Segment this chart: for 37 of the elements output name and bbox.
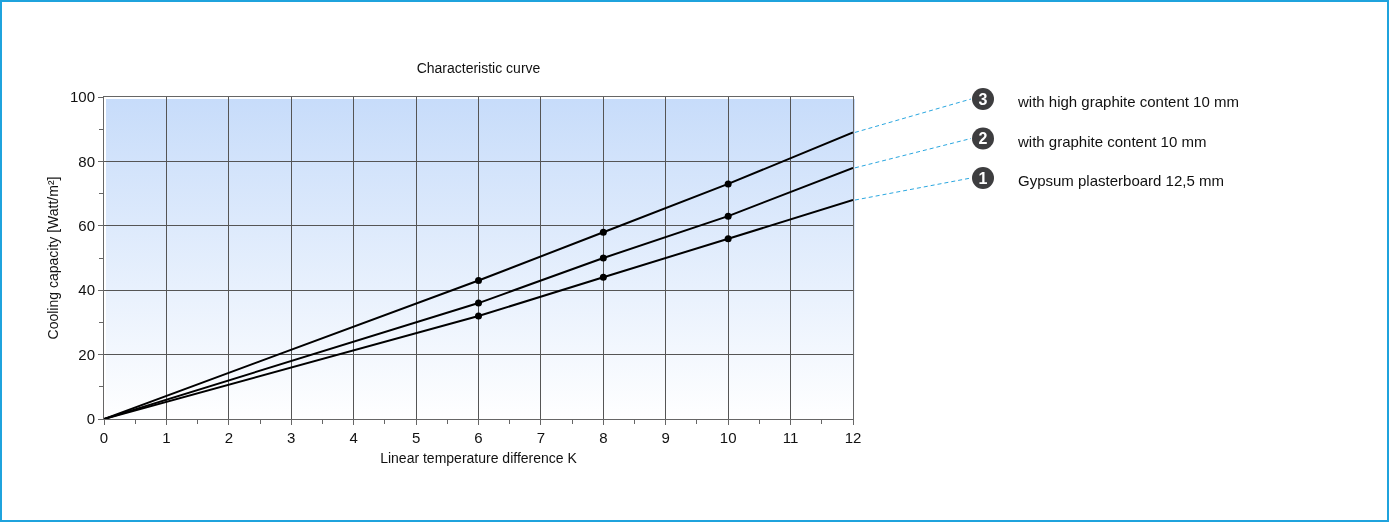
chart-title: Characteristic curve	[416, 59, 541, 76]
y-tick-label: 20	[78, 345, 95, 363]
y-tick-label: 0	[86, 410, 95, 428]
x-tick-label: 11	[782, 429, 799, 446]
point	[475, 299, 482, 307]
y-tick-label: 80	[78, 152, 95, 170]
point	[475, 277, 482, 285]
point	[724, 212, 732, 220]
y-axis-title: Cooling capacity [Watt/m²]	[44, 176, 61, 340]
x-axis-title: Linear temperature difference K	[380, 450, 578, 467]
x-tick-label: 9	[661, 429, 670, 446]
point	[724, 235, 732, 243]
text: with high graphite content 10 mm	[1018, 92, 1239, 110]
text: Gypsum plasterboard 12,5 mm	[1018, 171, 1224, 189]
point	[599, 254, 607, 262]
x-tick-label: 10	[719, 429, 737, 446]
x-tick-label: 4	[349, 429, 358, 446]
x-tick-label: 12	[844, 429, 862, 446]
point	[724, 180, 732, 188]
x-tick-label: 7	[536, 429, 546, 446]
point	[475, 312, 482, 320]
x-tick-label: 6	[474, 429, 483, 446]
number-badge: 2	[972, 127, 994, 150]
number-badge: 3	[972, 88, 994, 110]
x-tick-label: 3	[287, 429, 296, 446]
x-tick-label: 0	[99, 429, 109, 446]
y-tick-label: 100	[69, 88, 95, 106]
text: with graphite content 10 mm	[1018, 132, 1207, 149]
point	[599, 228, 607, 236]
y-tick-label: 60	[78, 217, 95, 235]
x-tick-label: 5	[411, 429, 421, 446]
number-badge: 1	[972, 167, 994, 189]
point	[599, 273, 607, 281]
y-tick-label: 40	[78, 281, 95, 299]
x-tick-label: 8	[599, 429, 608, 446]
x-tick-label: 1	[162, 429, 171, 446]
x-tick-label: 2	[224, 429, 233, 446]
